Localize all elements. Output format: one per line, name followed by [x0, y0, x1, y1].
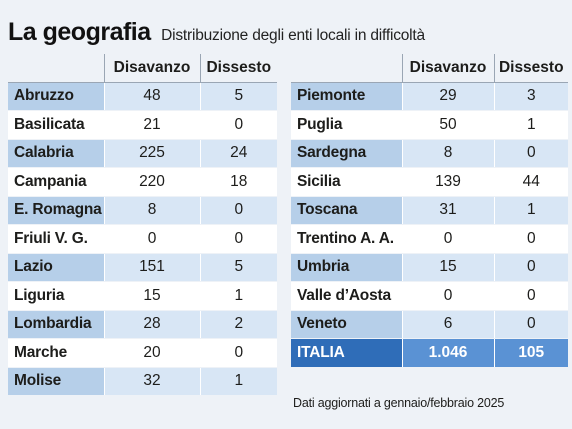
dissesto-cell: 24	[199, 139, 277, 168]
dissesto-cell: 0	[493, 253, 568, 282]
dissesto-cell: 5	[199, 82, 277, 111]
dissesto-cell: 0	[493, 310, 568, 339]
dissesto-cell: 1	[493, 110, 568, 140]
dissesto-cell: 0	[199, 196, 277, 225]
dissesto-cell: 18	[199, 167, 277, 197]
page-subtitle: Distribuzione degli enti locali in diffi…	[161, 27, 425, 44]
disavanzo-cell: 32	[103, 367, 200, 396]
table-row: Trentino A. A. 0 0	[291, 224, 568, 254]
disavanzo-cell: 31	[401, 196, 494, 225]
dissesto-cell: 1	[199, 367, 277, 396]
table-row: Umbria 15 0	[291, 253, 568, 282]
left-header-disavanzo: Disavanzo	[103, 54, 200, 83]
left-table: Disavanzo Dissesto Abruzzo 48 5 Basilicata 2…	[8, 54, 277, 396]
page-title: La geografia	[8, 18, 151, 46]
disavanzo-cell: 0	[103, 224, 200, 254]
table-row: Campania 220 18	[8, 167, 277, 197]
disavanzo-cell: 21	[103, 110, 200, 140]
table-row: Molise 32 1	[8, 367, 277, 396]
table-row: Piemonte 29 3	[291, 82, 568, 111]
left-header-region	[8, 54, 104, 83]
region-cell: Abruzzo	[8, 82, 104, 111]
table-row: Lazio 151 5	[8, 253, 277, 282]
dissesto-cell: 1	[493, 196, 568, 225]
table-row: Marche 20 0	[8, 338, 277, 368]
region-cell: Toscana	[291, 196, 402, 225]
dissesto-cell: 2	[199, 310, 277, 339]
disavanzo-cell: 0	[401, 224, 494, 254]
dissesto-cell: 0	[199, 338, 277, 368]
disavanzo-cell: 0	[401, 281, 494, 311]
dissesto-cell: 0	[493, 281, 568, 311]
region-cell: Trentino A. A.	[291, 224, 402, 254]
data-note: Dati aggiornati a gennaio/febbraio 2025	[293, 396, 505, 410]
region-cell: Basilicata	[8, 110, 104, 140]
dissesto-cell: 0	[199, 224, 277, 254]
disavanzo-cell: 139	[401, 167, 494, 197]
disavanzo-cell: 48	[103, 82, 200, 111]
region-cell: E. Romagna	[8, 196, 104, 225]
region-cell: Calabria	[8, 139, 104, 168]
region-cell: Molise	[8, 367, 104, 396]
right-table: Disavanzo Dissesto Piemonte 29 3 Puglia 50 1 S…	[291, 54, 568, 368]
table-row: Abruzzo 48 5	[8, 82, 277, 111]
disavanzo-cell: 29	[401, 82, 494, 111]
region-cell: Friuli V. G.	[8, 224, 104, 254]
table-row: Sicilia 139 44	[291, 167, 568, 197]
region-cell: Valle d’Aosta	[291, 281, 402, 311]
disavanzo-cell: 220	[103, 167, 200, 197]
disavanzo-cell: 50	[401, 110, 494, 140]
table-row: Friuli V. G. 0 0	[8, 224, 277, 254]
table-row: Valle d’Aosta 0 0	[291, 281, 568, 311]
region-cell: Puglia	[291, 110, 402, 140]
total-disavanzo-cell: 1.046	[401, 338, 494, 368]
dissesto-cell: 44	[493, 167, 568, 197]
table-row: E. Romagna 8 0	[8, 196, 277, 225]
total-region-cell: ITALIA	[291, 338, 402, 368]
disavanzo-cell: 8	[401, 139, 494, 168]
left-header-dissesto: Dissesto	[199, 54, 277, 83]
table-row: Sardegna 8 0	[291, 139, 568, 168]
region-cell: Umbria	[291, 253, 402, 282]
disavanzo-cell: 28	[103, 310, 200, 339]
right-header-disavanzo: Disavanzo	[401, 54, 494, 83]
region-cell: Marche	[8, 338, 104, 368]
disavanzo-cell: 225	[103, 139, 200, 168]
dissesto-cell: 0	[493, 224, 568, 254]
right-table-header: Disavanzo Dissesto	[291, 54, 568, 83]
dissesto-cell: 1	[199, 281, 277, 311]
table-row: Puglia 50 1	[291, 110, 568, 140]
table-row: Lombardia 28 2	[8, 310, 277, 339]
total-row: ITALIA 1.046 105	[291, 338, 568, 368]
dissesto-cell: 0	[199, 110, 277, 140]
dissesto-cell: 3	[493, 82, 568, 111]
table-row: Veneto 6 0	[291, 310, 568, 339]
disavanzo-cell: 20	[103, 338, 200, 368]
table-row: Toscana 31 1	[291, 196, 568, 225]
disavanzo-cell: 6	[401, 310, 494, 339]
region-cell: Sicilia	[291, 167, 402, 197]
table-row: Calabria 225 24	[8, 139, 277, 168]
region-cell: Piemonte	[291, 82, 402, 111]
disavanzo-cell: 15	[401, 253, 494, 282]
disavanzo-cell: 151	[103, 253, 200, 282]
table-row: Basilicata 21 0	[8, 110, 277, 140]
dissesto-cell: 5	[199, 253, 277, 282]
region-cell: Sardegna	[291, 139, 402, 168]
disavanzo-cell: 15	[103, 281, 200, 311]
region-cell: Veneto	[291, 310, 402, 339]
right-header-region	[291, 54, 402, 83]
left-table-header: Disavanzo Dissesto	[8, 54, 277, 83]
region-cell: Lazio	[8, 253, 104, 282]
region-cell: Liguria	[8, 281, 104, 311]
right-header-dissesto: Dissesto	[493, 54, 568, 83]
total-dissesto-cell: 105	[493, 338, 568, 368]
header: La geografia Distribuzione degli enti lo…	[8, 17, 564, 47]
dissesto-cell: 0	[493, 139, 568, 168]
region-cell: Campania	[8, 167, 104, 197]
table-row: Liguria 15 1	[8, 281, 277, 311]
disavanzo-cell: 8	[103, 196, 200, 225]
region-cell: Lombardia	[8, 310, 104, 339]
